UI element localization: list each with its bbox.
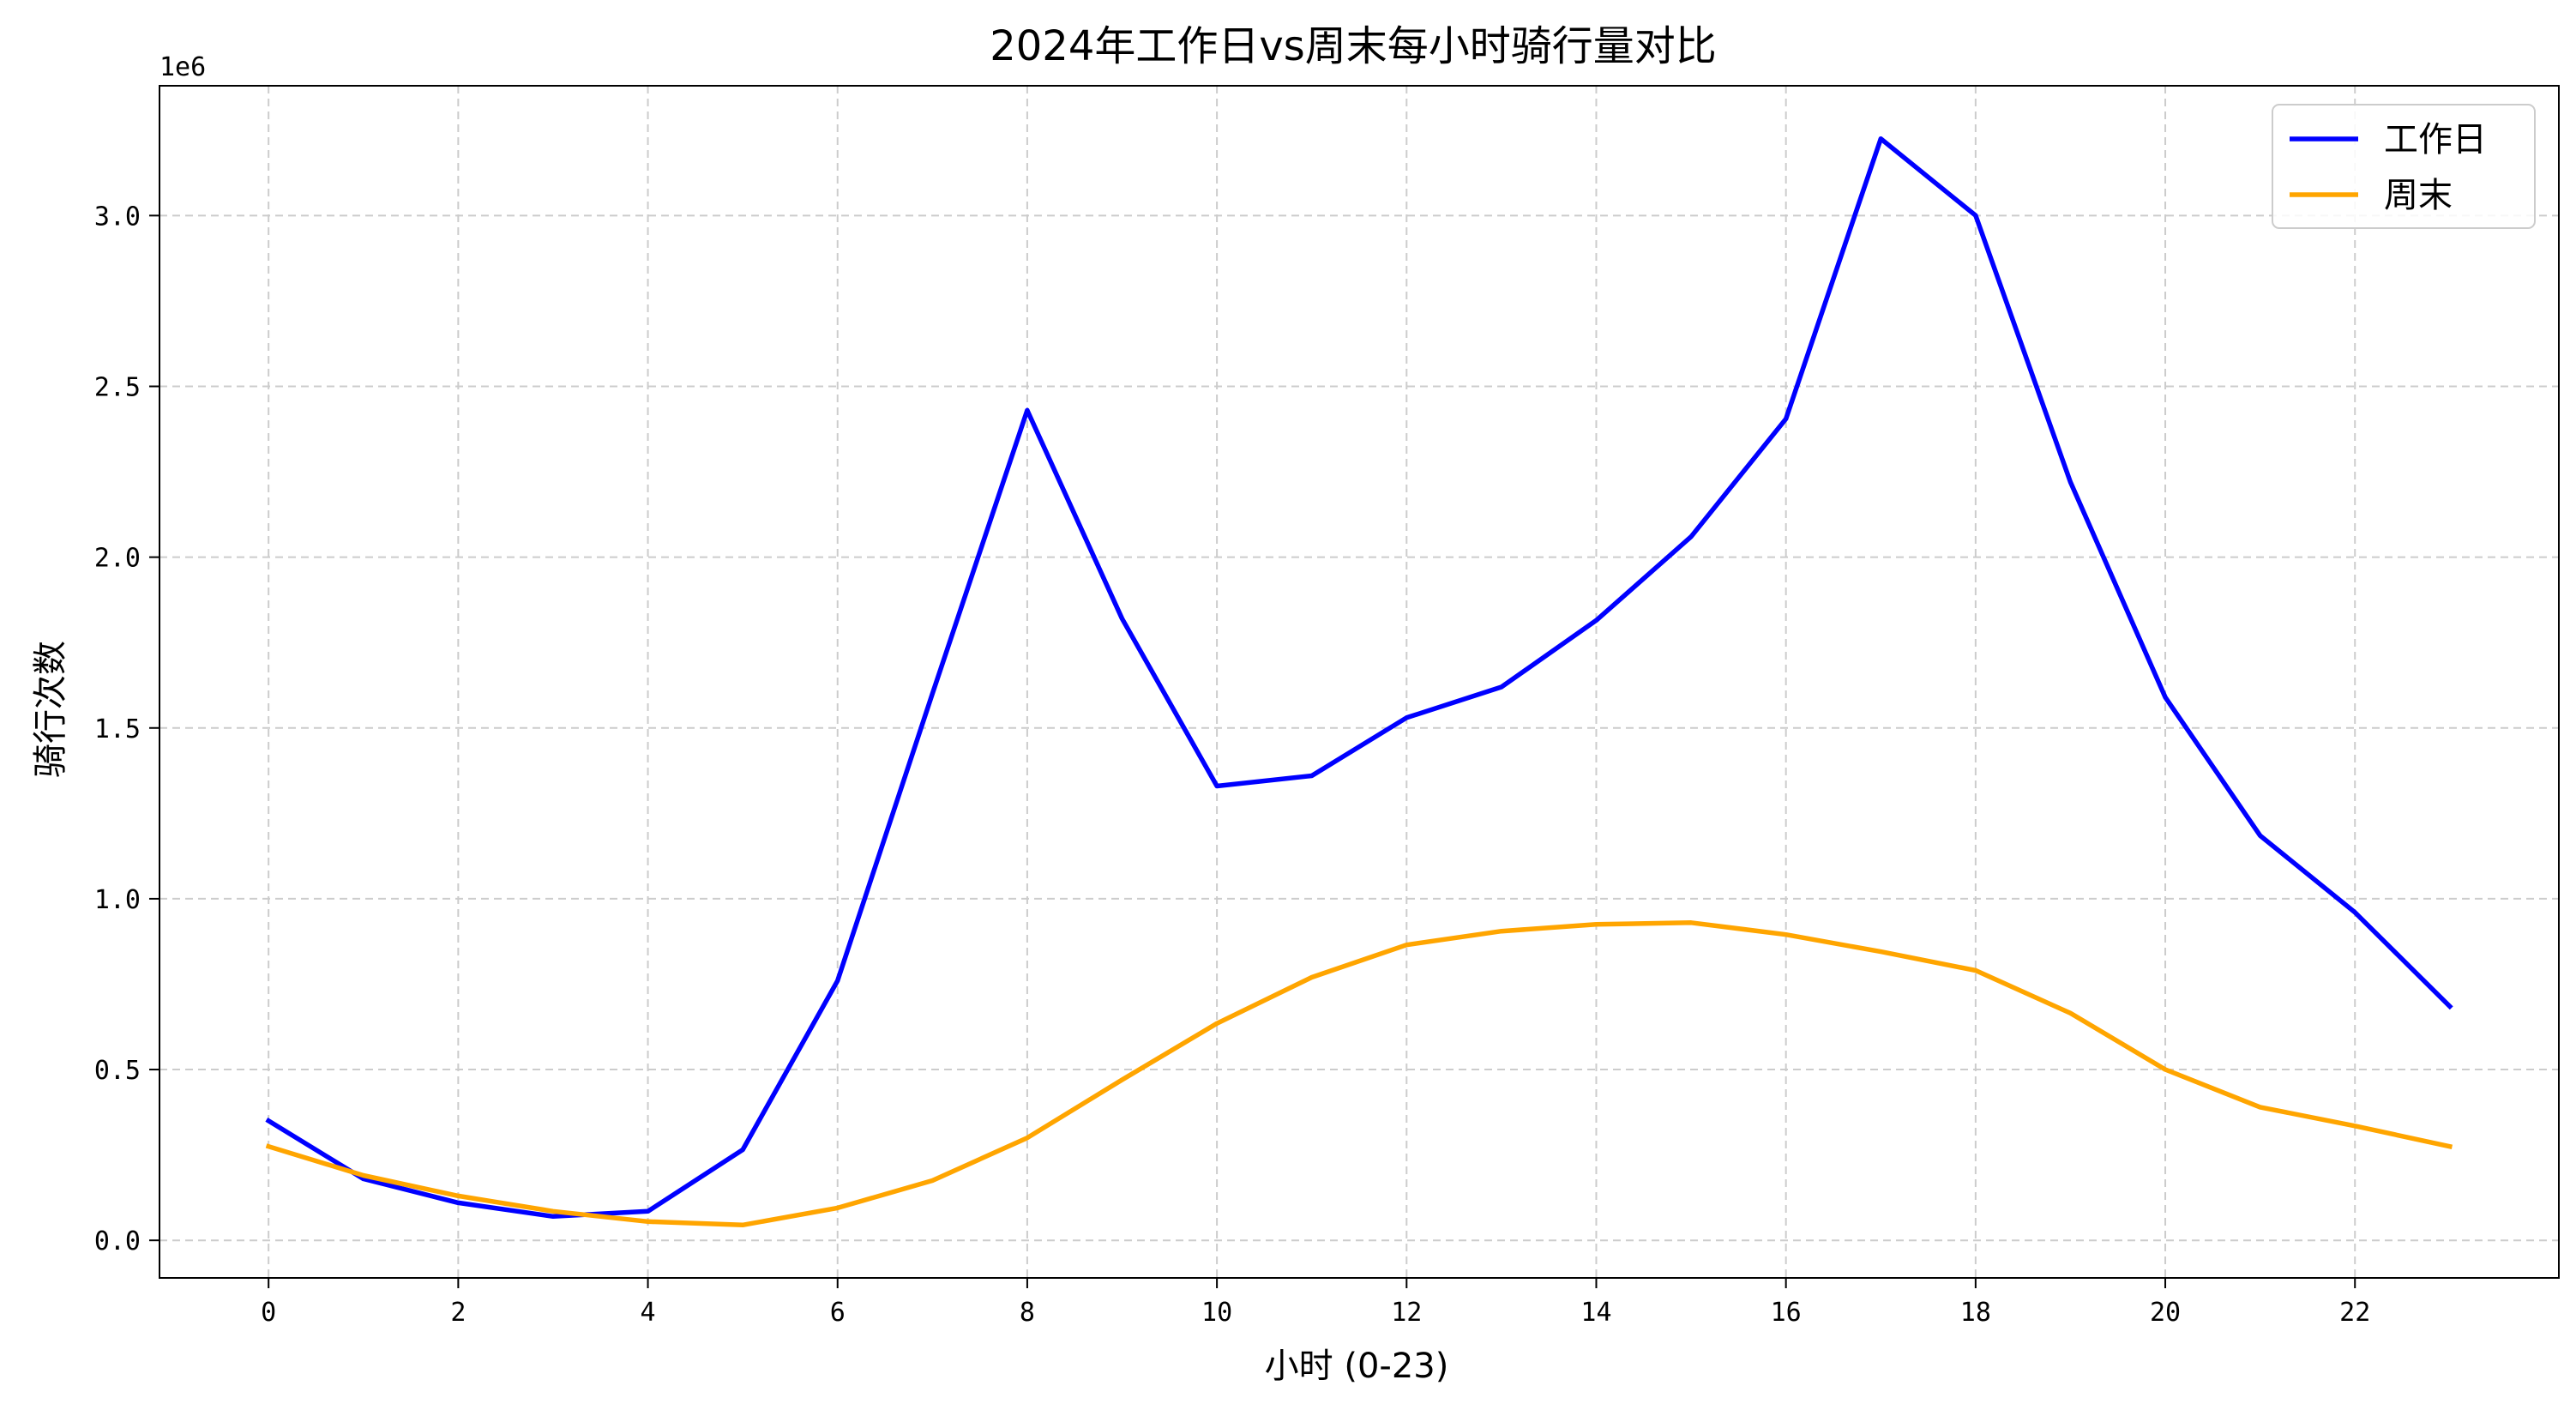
chart-title: 2024年工作日vs周末每小时骑行量对比 [990, 22, 1717, 70]
legend-label: 工作日 [2384, 120, 2487, 160]
legend-box [2272, 104, 2536, 229]
x-axis-title: 小时 (0-23) [1265, 1347, 1449, 1386]
x-tick-label: 20 [2150, 1298, 2181, 1328]
series-lines [265, 136, 2453, 1228]
y-tick-label: 3.0 [94, 202, 141, 232]
series-line-weekend [265, 920, 2453, 1228]
y-tick-label: 2.5 [94, 372, 141, 402]
plot-area-frame [159, 85, 2560, 1279]
x-tick-label: 2 [450, 1298, 466, 1328]
x-tick-label: 0 [261, 1298, 276, 1328]
y-tick-label: 1.0 [94, 885, 141, 915]
x-tick-label: 10 [1201, 1298, 1232, 1328]
y-axis-ticks: 0.0 0.5 1.0 1.5 2.0 2.5 3.0 [94, 202, 159, 1256]
y-tick-label: 1.5 [94, 714, 141, 744]
grid-lines [159, 86, 2559, 1278]
y-tick-label: 0.0 [94, 1226, 141, 1256]
y-axis-title: 骑行次数 [31, 641, 70, 778]
x-tick-label: 6 [830, 1298, 846, 1328]
legend-label: 周末 [2384, 176, 2453, 215]
x-tick-label: 12 [1391, 1298, 1422, 1328]
series-line-weekday [265, 136, 2453, 1220]
y-tick-label: 0.5 [94, 1056, 141, 1086]
x-tick-label: 16 [1771, 1298, 1802, 1328]
x-tick-label: 8 [1020, 1298, 1035, 1328]
x-tick-label: 14 [1580, 1298, 1611, 1328]
x-tick-label: 22 [2339, 1298, 2370, 1328]
x-axis-ticks: 0 2 4 6 8 10 12 14 16 18 20 22 [261, 1278, 2370, 1328]
x-tick-label: 18 [1960, 1298, 1991, 1328]
x-tick-label: 4 [641, 1298, 656, 1328]
y-axis-offset-label: 1e6 [159, 52, 206, 82]
y-tick-label: 2.0 [94, 544, 141, 574]
